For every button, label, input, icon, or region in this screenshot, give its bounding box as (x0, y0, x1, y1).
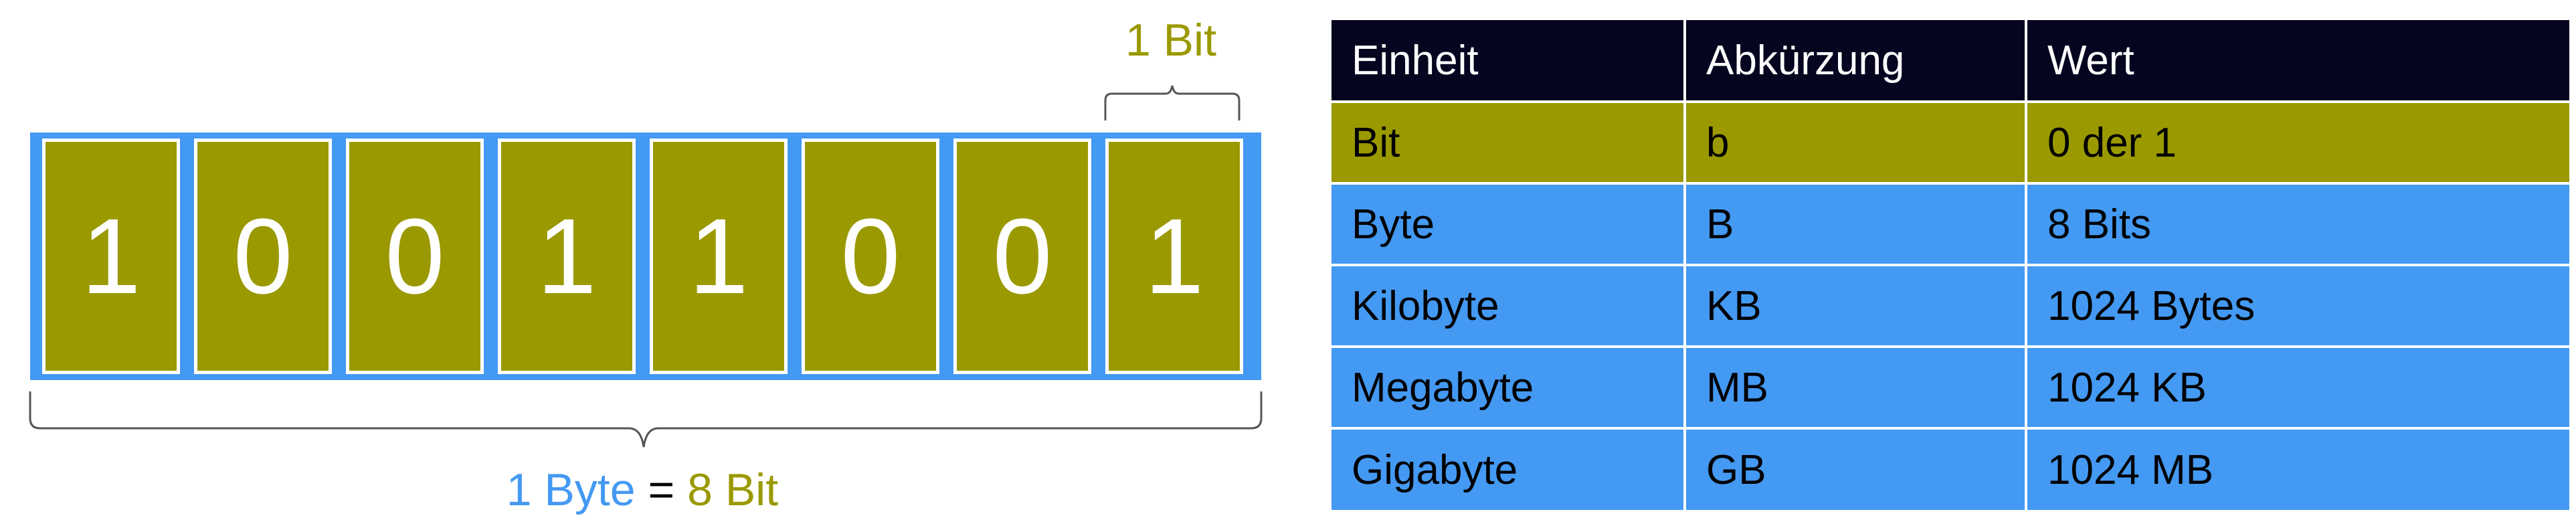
header-cell-value: Wert (2025, 20, 2569, 103)
cell-unit: Kilobyte (1331, 264, 1686, 348)
cell-unit: Megabyte (1331, 345, 1686, 430)
table-row: Gigabyte GB 1024 MB (1331, 427, 2569, 510)
byte-caption-equals: = (648, 464, 675, 515)
bit-value: 1 (81, 196, 141, 316)
bit-value: 0 (992, 196, 1052, 316)
bit-box: 0 (346, 139, 484, 374)
table-header-row: Einheit Abkürzung Wert (1331, 20, 2569, 103)
bit-box: 1 (650, 139, 788, 374)
bit-box: 1 (1105, 139, 1243, 374)
cell-value: 0 der 1 (2025, 102, 2569, 185)
table-row: Kilobyte KB 1024 Bytes (1331, 264, 2569, 348)
cell-abbr: b (1683, 102, 2027, 185)
bit-box: 0 (953, 139, 1091, 374)
single-bit-label: 1 Bit (1125, 15, 1217, 66)
bit-box: 0 (802, 139, 939, 374)
cell-unit: Gigabyte (1331, 427, 1686, 510)
bit-box: 1 (498, 139, 636, 374)
table-row: Megabyte MB 1024 KB (1331, 345, 2569, 430)
cell-value: 1024 MB (2025, 427, 2569, 510)
byte-brace (29, 391, 1263, 448)
cell-unit: Bit (1331, 102, 1686, 185)
bit-value: 1 (688, 196, 749, 316)
cell-value: 1024 Bytes (2025, 264, 2569, 348)
cell-unit: Byte (1331, 182, 1686, 266)
cell-value: 8 Bits (2025, 182, 2569, 266)
single-bit-brace (1104, 85, 1240, 120)
byte-equals-caption: 1 Byte = 8 Bit (301, 456, 984, 523)
header-cell-abbr: Abkürzung (1683, 20, 2027, 103)
byte-caption-left: 1 Byte (506, 464, 636, 515)
bit-value: 1 (1144, 196, 1204, 316)
byte-diagram: 1 Bit 1 0 0 1 1 0 0 1 1 Byte = 8 Bit (0, 0, 1271, 530)
bit-box: 1 (42, 139, 180, 374)
byte-caption-right: 8 Bit (687, 464, 779, 515)
header-cell-unit: Einheit (1331, 20, 1686, 103)
cell-abbr: B (1683, 182, 2027, 266)
bit-value: 0 (233, 196, 293, 316)
cell-abbr: MB (1683, 345, 2027, 430)
table-row: Bit b 0 der 1 (1331, 102, 2569, 185)
bit-box: 0 (194, 139, 332, 374)
bit-value: 1 (537, 196, 597, 316)
units-table: Einheit Abkürzung Wert Bit b 0 der 1 Byt… (1331, 20, 2569, 510)
cell-abbr: KB (1683, 264, 2027, 348)
table-row: Byte B 8 Bits (1331, 182, 2569, 266)
cell-value: 1024 KB (2025, 345, 2569, 430)
bit-value: 0 (385, 196, 445, 316)
cell-abbr: GB (1683, 427, 2027, 510)
bit-value: 0 (840, 196, 901, 316)
